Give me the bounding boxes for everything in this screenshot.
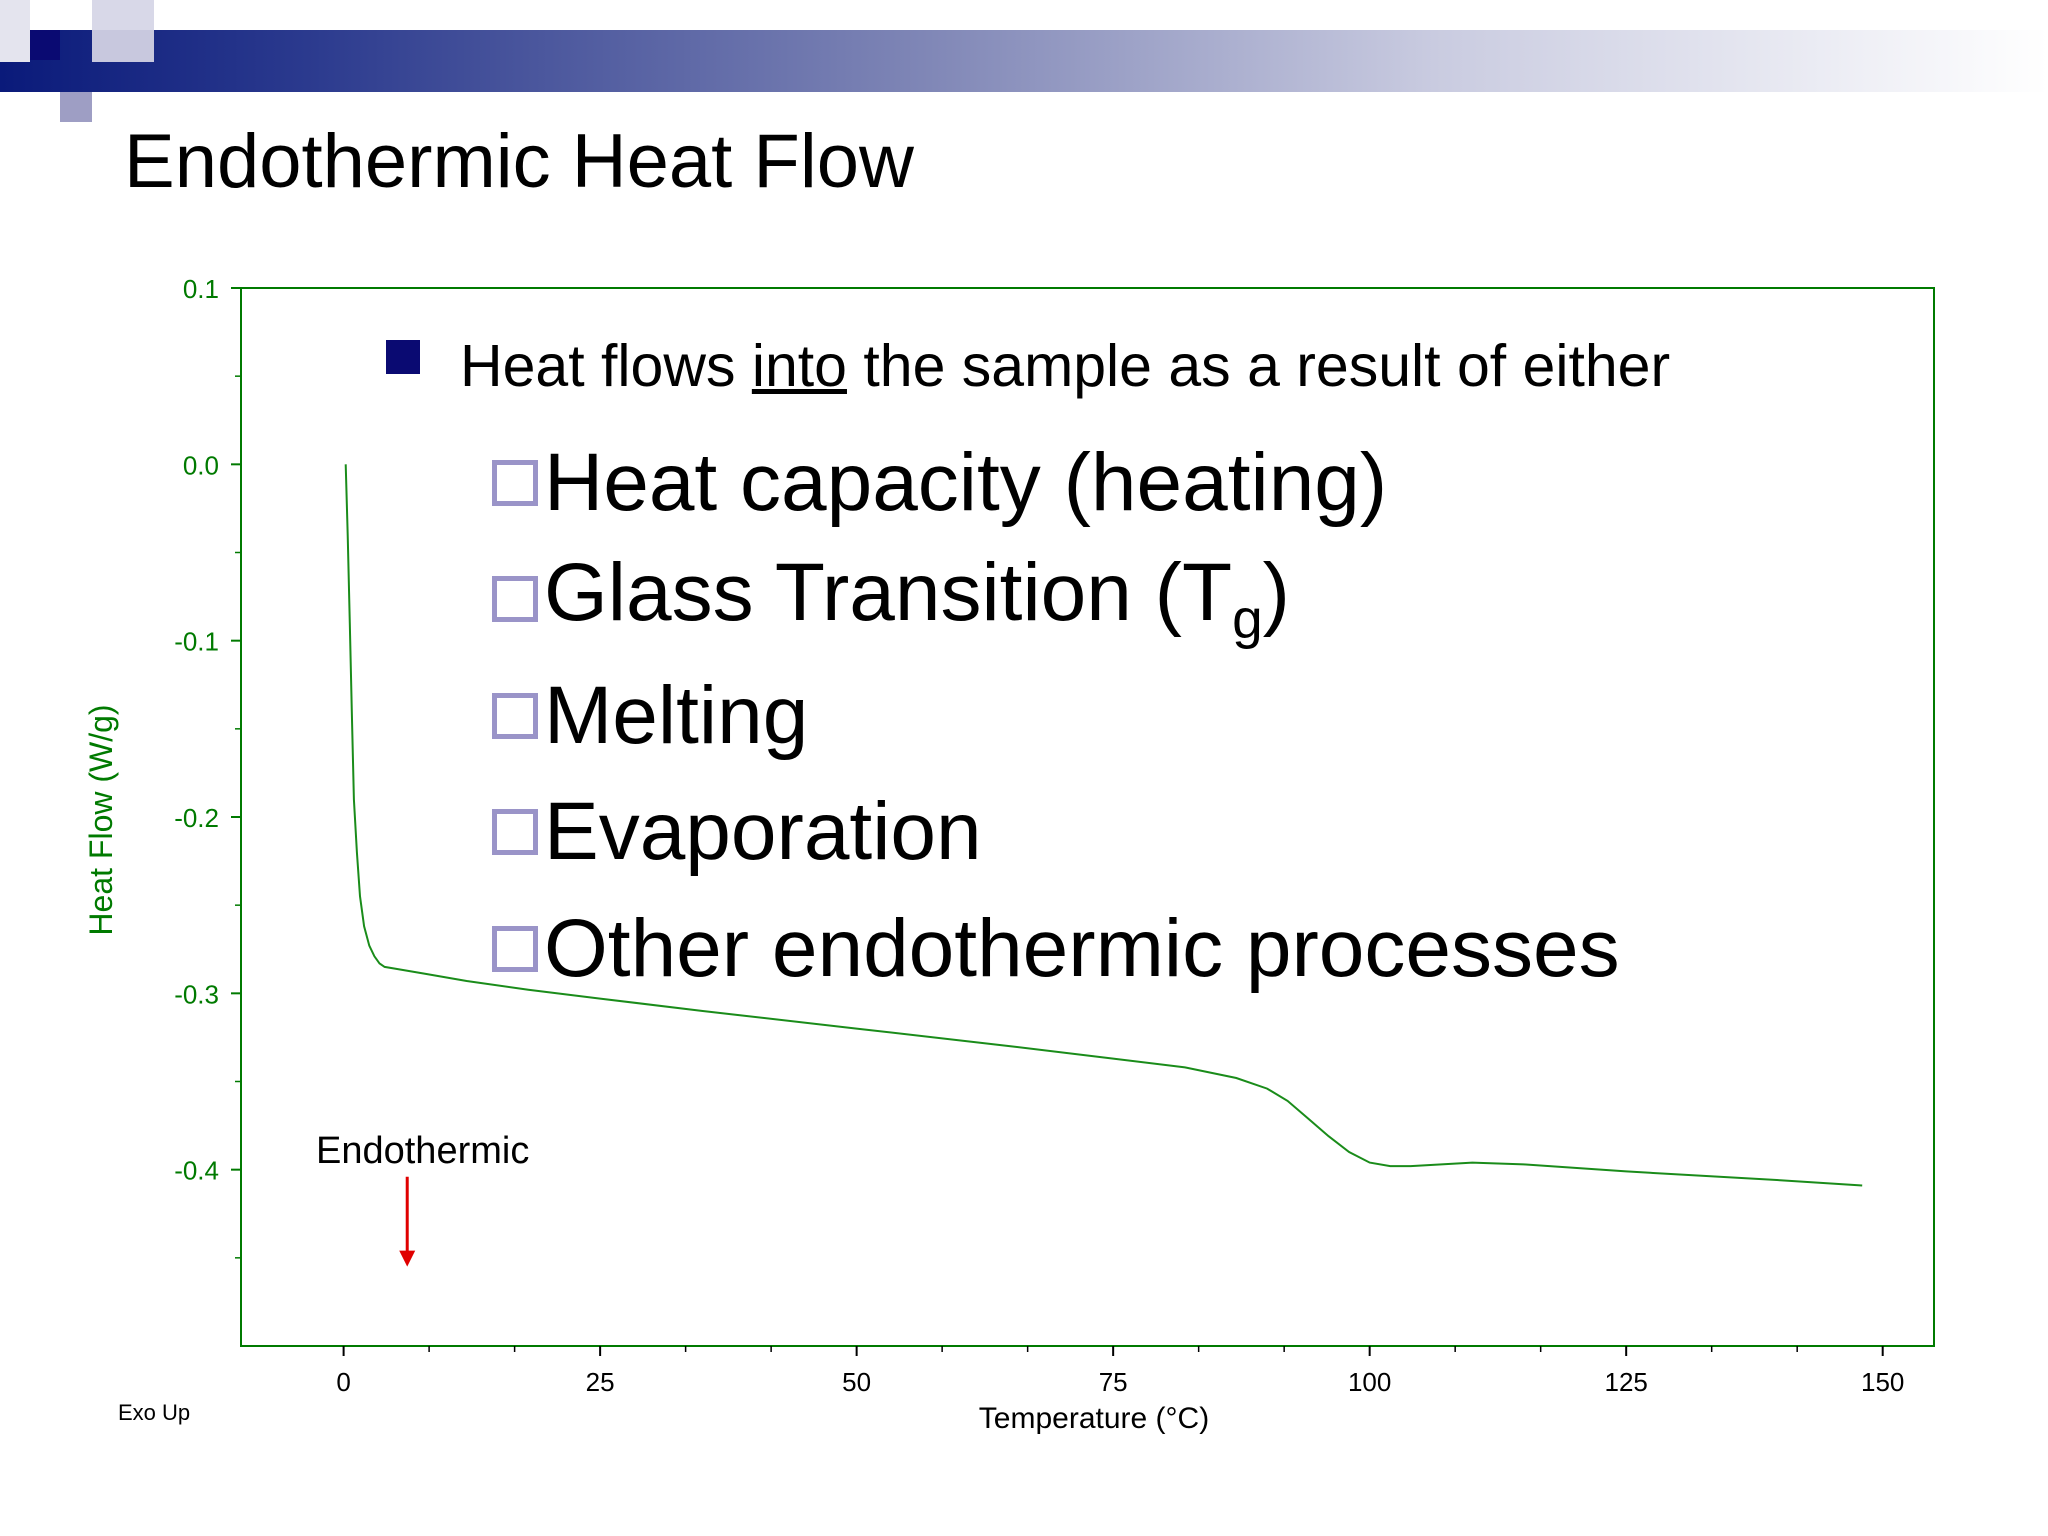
y-tick-label: 0.0 bbox=[183, 450, 219, 480]
y-tick-label: -0.1 bbox=[174, 627, 219, 657]
logo-square-light-3 bbox=[60, 92, 92, 122]
x-axis-label: Temperature (°C) bbox=[979, 1402, 1209, 1435]
sub-bullet-label: Melting bbox=[544, 670, 809, 761]
x-tick-label: 100 bbox=[1348, 1367, 1391, 1397]
y-tick-label: -0.3 bbox=[174, 979, 219, 1009]
heat-flow-curve bbox=[344, 464, 1863, 1187]
x-tick-label: 50 bbox=[842, 1367, 871, 1397]
sub-bullet-label: Evaporation bbox=[544, 786, 982, 877]
main-bullet-prefix: Heat flows bbox=[460, 333, 752, 399]
arrow-head bbox=[399, 1250, 416, 1267]
logo-square-dark bbox=[30, 30, 60, 60]
y-tick-label: -0.2 bbox=[174, 803, 219, 833]
y-tick-label: 0.1 bbox=[183, 274, 219, 304]
endothermic-annotation-label: Endothermic bbox=[316, 1130, 529, 1172]
sub-bullet-other: Other endothermic processes bbox=[492, 903, 1620, 995]
slide-title: Endothermic Heat Flow bbox=[124, 119, 914, 204]
glass-transition-close: ) bbox=[1262, 546, 1290, 638]
sub-bullet-label: Other endothermic processes bbox=[544, 903, 1620, 994]
y-tick-label: -0.4 bbox=[174, 1156, 219, 1186]
checkbox-bullet-icon bbox=[492, 460, 538, 506]
square-bullet-icon bbox=[386, 340, 420, 374]
x-tick-label: 150 bbox=[1861, 1367, 1904, 1397]
title-banner bbox=[0, 30, 2048, 92]
logo-square-light-1 bbox=[92, 0, 154, 30]
checkbox-bullet-icon bbox=[492, 926, 538, 972]
checkbox-bullet-icon bbox=[492, 576, 538, 622]
exo-up-label: Exo Up bbox=[118, 1400, 190, 1425]
logo-square-light-4 bbox=[0, 0, 30, 62]
x-tick-label: 0 bbox=[336, 1367, 350, 1397]
glass-transition-subscript: g bbox=[1232, 587, 1263, 650]
x-tick-label: 125 bbox=[1604, 1367, 1647, 1397]
sub-bullet-evaporation: Evaporation bbox=[492, 786, 982, 878]
y-axis-label: Heat Flow (W/g) bbox=[83, 704, 119, 935]
logo-square-light-2 bbox=[92, 30, 154, 62]
sub-bullet-heat-capacity: Heat capacity (heating) bbox=[492, 437, 1387, 529]
glass-transition-text: Glass Transition (T bbox=[544, 546, 1233, 638]
sub-bullet-label: Heat capacity (heating) bbox=[544, 437, 1388, 528]
chart-ticks: 0.1 0.0 -0.1 -0.2 -0.3 -0.4 0 25 50 75 100 125 150 bbox=[174, 274, 1904, 1397]
main-bullet-text: Heat flows into the sample as a result o… bbox=[460, 332, 1670, 400]
main-bullet-emphasis: into bbox=[751, 333, 847, 399]
sub-bullet-melting: Melting bbox=[492, 670, 808, 762]
checkbox-bullet-icon bbox=[492, 809, 538, 855]
endothermic-arrow-icon bbox=[399, 1176, 416, 1267]
x-tick-label: 25 bbox=[586, 1367, 615, 1397]
x-tick-label: 75 bbox=[1099, 1367, 1128, 1397]
sub-bullet-glass-transition: Glass Transition (Tg) bbox=[492, 551, 1290, 650]
sub-bullet-label: Glass Transition (Tg) bbox=[544, 551, 1290, 650]
main-bullet-suffix: the sample as a result of either bbox=[846, 333, 1671, 399]
checkbox-bullet-icon bbox=[492, 693, 538, 739]
